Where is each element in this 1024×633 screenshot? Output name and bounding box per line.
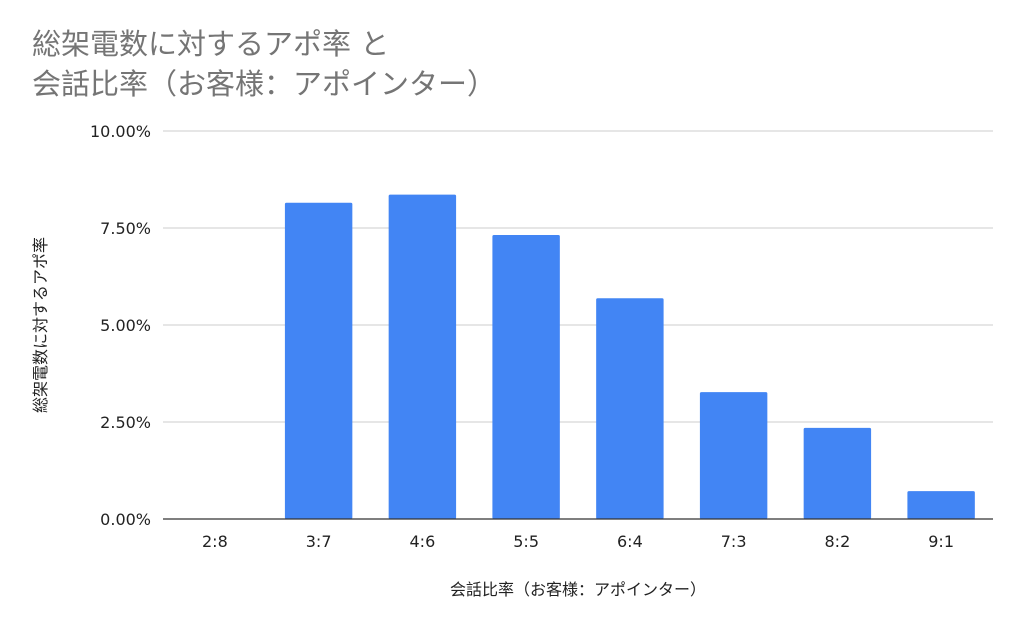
chart-title-line-1: 総架電数に対するアポ率 と [32, 27, 390, 61]
bar-7-3 [699, 392, 768, 519]
y-axis-title: 総架電数に対するアポ率 [31, 237, 50, 413]
bar-9-1 [907, 491, 975, 519]
y-tick-label: 2.50% [100, 413, 151, 432]
bars [284, 194, 975, 519]
bar-6-4 [596, 298, 664, 519]
x-axis-title: 会話比率（お客様：アポインター） [450, 580, 706, 599]
x-tick-label: 4:6 [410, 532, 436, 551]
y-axis-ticks: 0.00% 2.50% 5.00% 7.50% 10.00% [90, 122, 151, 529]
x-tick-label: 8:2 [825, 532, 851, 551]
x-tick-label: 5:5 [513, 532, 539, 551]
bar-4-6 [388, 194, 457, 519]
chart-title-line-2: 会話比率（お客様：アポインター） [32, 67, 497, 101]
y-tick-label: 7.50% [100, 219, 151, 238]
x-tick-label: 3:7 [306, 532, 332, 551]
x-tick-label: 2:8 [202, 532, 228, 551]
y-tick-label: 10.00% [90, 122, 151, 141]
x-tick-label: 9:1 [928, 532, 954, 551]
x-tick-label: 7:3 [721, 532, 747, 551]
bar-3-7 [284, 202, 353, 519]
bar-8-2 [803, 427, 872, 519]
x-axis-ticks: 2:8 3:7 4:6 5:5 6:4 7:3 8:2 9:1 [202, 532, 954, 551]
y-tick-label: 5.00% [100, 316, 151, 335]
bar-5-5 [492, 234, 560, 519]
x-tick-label: 6:4 [617, 532, 643, 551]
chart-title: 総架電数に対するアポ率 と 会話比率（お客様：アポインター） [32, 24, 496, 104]
y-tick-label: 0.00% [100, 510, 151, 529]
